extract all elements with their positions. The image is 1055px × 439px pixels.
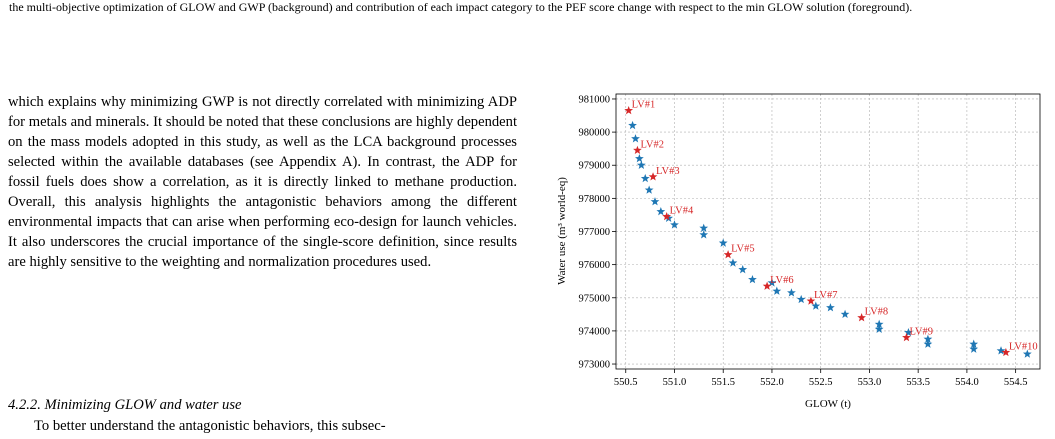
pareto-point <box>628 120 637 130</box>
highlighted-lv-point <box>723 250 733 259</box>
pareto-point <box>636 160 646 169</box>
pareto-point <box>772 286 782 295</box>
x-axis-label: GLOW (t) <box>805 398 851 410</box>
grid-layer <box>616 94 1040 369</box>
lv-point-label: LV#4 <box>670 206 694 217</box>
x-tick-label: 551.0 <box>663 377 687 388</box>
tick-layer: 550.5 551.0 551.5 552.0 552.5 553.0 553.5 554.0… <box>579 94 1028 388</box>
x-tick-label: 551.5 <box>711 377 735 388</box>
pareto-point <box>738 265 748 274</box>
pareto-point <box>874 319 884 328</box>
highlighted-lv-point <box>762 281 772 290</box>
pareto-point <box>748 274 757 284</box>
pareto-point <box>644 185 654 194</box>
x-tick-label: 550.5 <box>614 377 638 388</box>
highlighted-lv-point <box>624 105 634 115</box>
pareto-point <box>923 339 933 348</box>
paragraph-text: which explains why minimizing GWP is not… <box>8 94 517 270</box>
pareto-point <box>656 207 666 216</box>
pareto-point <box>699 230 709 239</box>
pareto-point <box>796 294 806 304</box>
lv-point-label: LV#7 <box>814 290 838 301</box>
pareto-point <box>787 288 796 297</box>
y-tick-label: 973000 <box>579 360 611 371</box>
pareto-point <box>640 173 650 183</box>
highlighted-lv-point <box>662 211 672 221</box>
x-tick-label: 552.0 <box>760 377 784 388</box>
pareto-point <box>826 303 835 312</box>
pareto-scatter-chart: 550.5 551.0 551.5 552.0 552.5 553.0 553.5 554.0… <box>556 93 1041 410</box>
y-tick-label: 981000 <box>579 94 611 105</box>
y-tick-label: 975000 <box>579 293 611 304</box>
pareto-point <box>767 278 777 287</box>
y-tick-label: 976000 <box>579 260 611 271</box>
lv-point-label: LV#3 <box>656 166 680 177</box>
pareto-point <box>699 223 709 232</box>
lv-point-label: LV#6 <box>770 275 794 286</box>
highlighted-lv-point <box>857 313 866 322</box>
pareto-point <box>969 344 979 353</box>
highlighted-lv-point <box>648 172 658 181</box>
pareto-point <box>923 334 933 343</box>
pareto-point <box>635 154 644 163</box>
x-tick-label: 554.0 <box>955 377 979 388</box>
lv-point-label: LV#9 <box>909 327 933 338</box>
pareto-point <box>728 258 738 267</box>
pareto-point <box>969 339 979 348</box>
pareto-point <box>631 134 640 143</box>
highlighted-lv-point <box>1001 347 1011 357</box>
pareto-point <box>718 238 728 247</box>
lv-point-label: LV#10 <box>1009 341 1038 352</box>
y-tick-label: 974000 <box>579 326 611 337</box>
y-tick-label: 977000 <box>579 227 611 238</box>
pareto-point <box>1022 349 1032 358</box>
highlighted-lv-point <box>633 145 642 155</box>
figure-caption: the multi-objective optimization of GLOW… <box>9 0 913 14</box>
y-tick-label: 980000 <box>579 128 611 139</box>
body-paragraph: which explains why minimizing GWP is not… <box>8 92 517 272</box>
pareto-point <box>904 327 913 337</box>
x-tick-label: 553.0 <box>858 377 882 388</box>
pareto-point <box>996 346 1006 355</box>
section-heading: 4.2.2. Minimizing GLOW and water use <box>8 397 242 413</box>
pareto-point <box>650 197 660 206</box>
point-layer: LV#1 LV#2 LV#3 LV#4 LV#5 LV#6 LV#7 LV#8 LV#9 LV#1… <box>624 100 1038 358</box>
x-tick-label: 554.5 <box>1004 377 1028 388</box>
x-tick-label: 553.5 <box>906 377 930 388</box>
pareto-point <box>874 324 884 333</box>
pareto-point <box>670 220 679 229</box>
lv-point-label: LV#2 <box>640 139 664 150</box>
lv-point-label: LV#8 <box>865 307 889 318</box>
pareto-point <box>840 309 850 319</box>
lv-point-label: LV#5 <box>731 244 755 255</box>
lv-point-label: LV#1 <box>632 100 656 111</box>
highlighted-lv-point <box>902 332 911 342</box>
y-tick-label: 979000 <box>579 161 611 172</box>
x-tick-label: 552.5 <box>809 377 833 388</box>
y-axis-label: Water use (m³ world-eq) <box>556 177 568 285</box>
highlighted-lv-point <box>806 296 816 305</box>
pareto-point <box>811 301 821 310</box>
y-tick-label: 978000 <box>579 194 611 205</box>
next-paragraph: To better understand the antagonistic be… <box>34 418 386 434</box>
